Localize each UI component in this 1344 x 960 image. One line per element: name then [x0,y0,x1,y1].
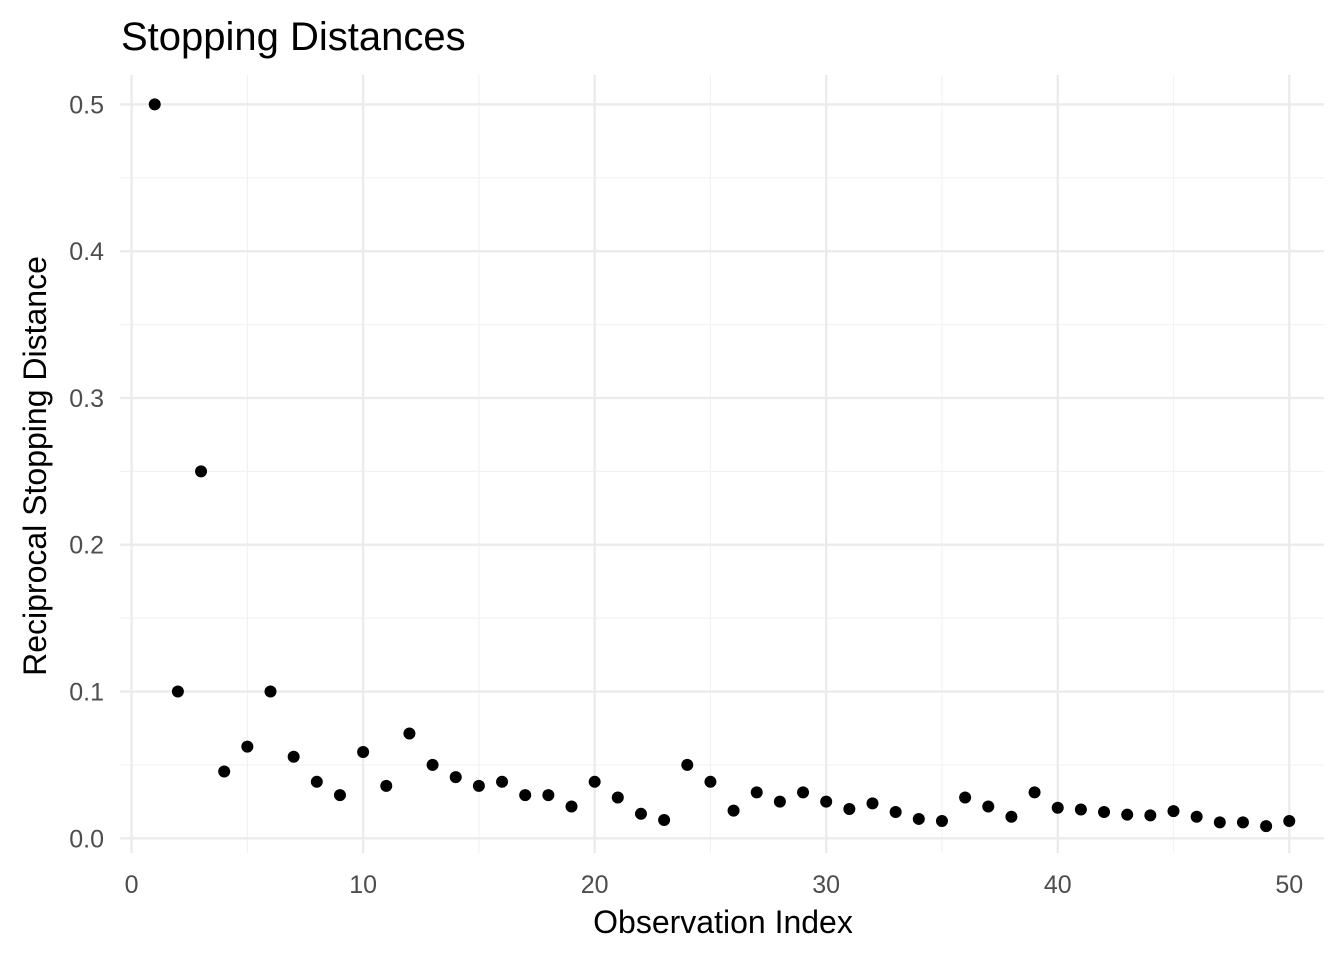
data-point [1283,814,1296,827]
data-point [704,775,717,788]
data-point [611,791,624,804]
data-point [889,806,902,819]
data-point [542,789,555,802]
y-tick-label: 0.1 [69,679,104,707]
x-tick-label: 10 [349,871,377,899]
data-point [1167,805,1180,818]
data-point [1121,808,1134,821]
data-point [959,791,972,804]
data-point [1260,820,1273,833]
data-point [727,804,740,817]
data-point [1213,816,1226,829]
data-point [264,685,277,698]
data-point [1098,806,1111,819]
data-point [773,795,786,808]
data-point [1051,801,1064,814]
data-point [195,465,208,478]
data-point [1005,810,1018,823]
major-gridlines [120,75,1324,853]
chart-title: Stopping Distances [121,15,466,59]
data-point [403,727,416,740]
data-point [380,779,393,792]
data-point [1144,809,1157,822]
data-point [565,800,578,813]
data-point [797,786,810,799]
y-tick-label: 0.2 [69,532,104,560]
y-tick-label: 0.4 [69,238,104,266]
y-axis-tick-labels: 0.0 0.1 0.2 0.3 0.4 0.5 [69,91,104,853]
data-point [1028,786,1041,799]
y-tick-label: 0.0 [69,825,104,853]
data-point [519,789,532,802]
data-point [496,775,509,788]
data-point [287,750,300,763]
x-tick-label: 20 [581,871,609,899]
x-axis-tick-labels: 0 10 20 30 40 50 [125,871,1304,899]
data-point [1236,816,1249,829]
data-point [449,771,462,784]
y-tick-label: 0.5 [69,91,104,119]
data-point [843,802,856,815]
data-point [820,795,833,808]
data-point [912,812,925,825]
data-point [218,765,231,778]
x-tick-label: 50 [1275,871,1303,899]
x-axis-title: Observation Index [593,904,853,940]
x-tick-label: 40 [1044,871,1072,899]
y-axis-title: Reciprocal Stopping Distance [17,256,53,676]
data-point [1190,810,1203,823]
data-point [171,685,184,698]
data-point [333,789,346,802]
minor-gridlines [120,75,1324,853]
data-point [310,775,323,788]
x-tick-label: 30 [812,871,840,899]
data-point [472,779,485,792]
data-point [681,758,694,771]
data-point [982,800,995,813]
data-point [588,775,601,788]
x-tick-label: 0 [125,871,139,899]
data-point [241,740,254,753]
data-point [750,786,763,799]
data-point [866,797,879,810]
data-point [935,814,948,827]
data-point [426,758,439,771]
data-points [148,98,1296,833]
data-point [634,807,647,820]
y-tick-label: 0.3 [69,385,104,413]
data-point [148,98,161,111]
data-point [658,813,671,826]
data-point [1074,803,1087,816]
data-point [357,746,370,759]
